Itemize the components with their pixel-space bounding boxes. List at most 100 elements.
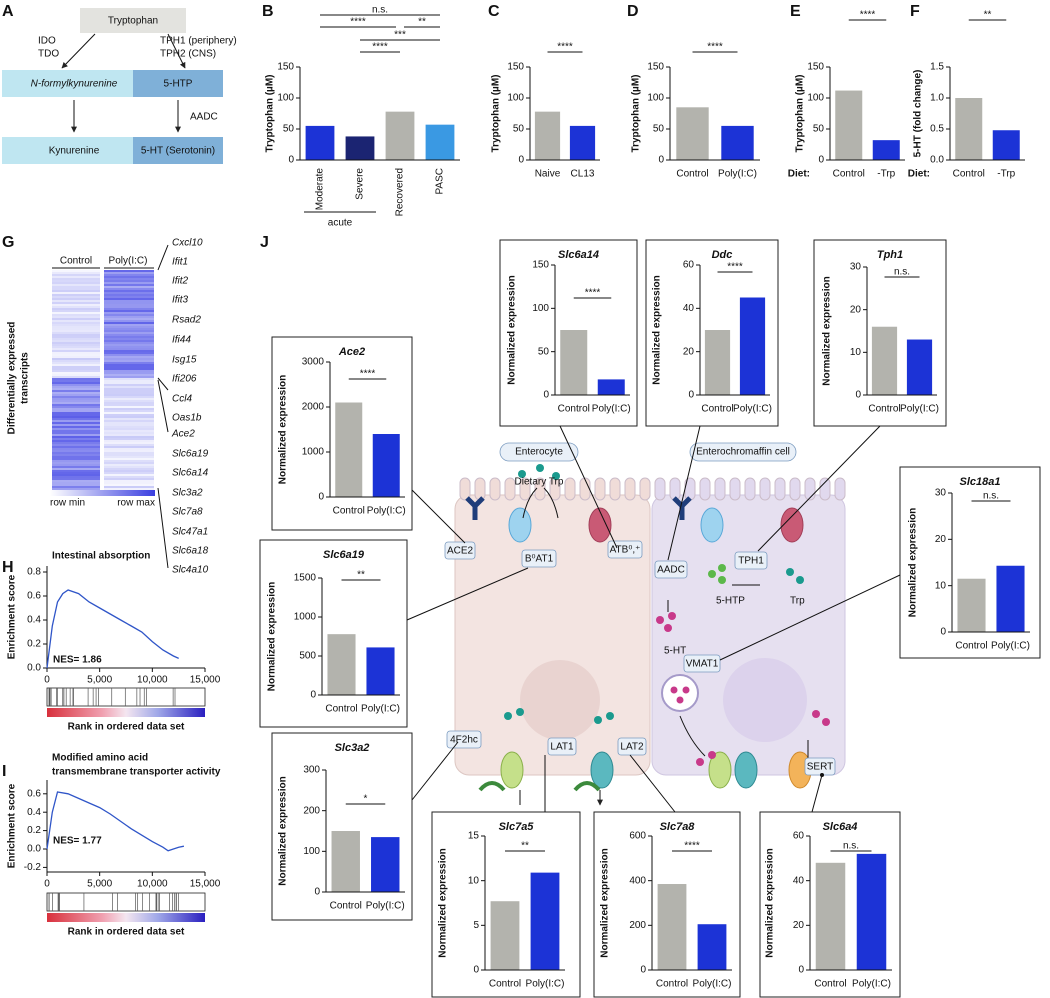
heatmap-row <box>104 276 154 278</box>
node <box>2 137 146 164</box>
heatmap-row <box>104 472 154 474</box>
x-tick-label: Moderate <box>315 168 326 211</box>
significance-label: n.s. <box>983 491 999 502</box>
heatmap-row <box>104 322 154 324</box>
heatmap-row <box>52 316 100 318</box>
significance-label: **** <box>684 841 700 852</box>
bar <box>704 330 731 395</box>
heatmap-row <box>104 428 154 430</box>
panel-letter: B <box>262 3 274 20</box>
y-tick-label: 300 <box>303 765 320 776</box>
heatmap-row <box>104 348 154 350</box>
diagram-label: ATB⁰,⁺ <box>610 545 641 556</box>
transporter <box>588 507 612 543</box>
significance-label: **** <box>557 42 573 53</box>
heatmap-row <box>104 410 154 412</box>
heatmap-row <box>104 478 154 480</box>
heatmap-row <box>52 300 100 302</box>
y-axis-label: Normalized expression <box>600 848 611 957</box>
significance-label: **** <box>727 262 743 273</box>
gene-label: Slc4a10 <box>172 565 209 576</box>
y-tick-label: 0 <box>855 390 861 401</box>
gene-label: Ifi44 <box>172 335 191 346</box>
condition-label: Diet: <box>908 169 930 180</box>
heatmap-row <box>52 450 100 452</box>
heatmap-row <box>52 402 100 404</box>
y-tick-label: 1.0 <box>930 93 944 104</box>
heatmap-row <box>104 386 154 388</box>
column-label: Poly(I:C) <box>109 256 148 267</box>
heatmap-row <box>104 488 154 490</box>
heatmap-row <box>104 482 154 484</box>
cell-label: Enterocyte <box>515 447 563 458</box>
y-tick-label: 1000 <box>302 447 325 458</box>
x-tick-label: Severe <box>355 168 366 200</box>
villus <box>474 477 486 501</box>
y-tick-label: 150 <box>647 62 664 73</box>
node <box>2 70 146 97</box>
ace2-shape <box>465 496 485 520</box>
heatmap-row <box>52 412 100 414</box>
heatmap-row <box>104 328 154 330</box>
heatmap-row <box>52 452 100 454</box>
villus <box>714 477 726 501</box>
heatmap-row <box>52 476 100 478</box>
panel-letter: J <box>260 234 269 251</box>
heatmap-row <box>52 386 100 388</box>
nucleus <box>723 658 807 742</box>
heatmap-row <box>52 484 100 486</box>
y-tick-label: 0 <box>314 887 320 898</box>
chart-title: Slc7a8 <box>660 821 696 833</box>
heatmap-row <box>52 458 100 460</box>
y-tick-label: 0.5 <box>930 124 944 135</box>
y-tick-label: 0 <box>310 690 316 701</box>
villus <box>459 477 471 501</box>
heatmap-ylabel: Differentially expressed <box>7 322 18 435</box>
diagram-label: LAT1 <box>550 742 574 753</box>
enzyme: IDO <box>38 36 56 47</box>
heatmap-row <box>104 292 154 294</box>
heatmap-row <box>52 488 100 490</box>
y-tick-label: 100 <box>303 846 320 857</box>
villus <box>819 477 831 501</box>
diagram-label: Dietary Trp <box>515 477 564 488</box>
heatmap-row <box>52 306 100 308</box>
heatmap-row <box>52 468 100 470</box>
panel-a: A Tryptophan N-formylkynurenine Kynureni… <box>2 3 237 164</box>
heatmap-row <box>52 454 100 456</box>
diagram-label: 5-HTP <box>716 596 745 607</box>
heatmap-row <box>52 344 100 346</box>
heatmap-row <box>104 394 154 396</box>
heatmap-row <box>52 292 100 294</box>
heatmap-row <box>104 288 154 290</box>
gene-label: Ifit2 <box>172 276 189 287</box>
heatmap-row <box>104 370 154 372</box>
y-tick-label: 20 <box>683 346 695 357</box>
heatmap-row <box>52 368 100 370</box>
y-tick-label: 30 <box>850 262 862 273</box>
heatmap-row <box>104 398 154 400</box>
5htp-dots <box>708 564 726 584</box>
chart-title: Slc6a14 <box>558 249 599 261</box>
bar <box>697 924 727 970</box>
heatmap-row <box>52 392 100 394</box>
heatmap-row <box>104 312 154 314</box>
panel-letter: A <box>2 3 14 20</box>
x-tick-label: Control <box>558 404 590 415</box>
significance-label: ** <box>357 570 365 581</box>
villus <box>564 477 576 501</box>
bar <box>872 140 900 160</box>
significance-label: ** <box>984 10 992 21</box>
y-tick-label: 60 <box>683 260 695 271</box>
heatmap-row <box>104 368 154 370</box>
x-tick-label: 0 <box>44 675 50 686</box>
node <box>133 70 223 97</box>
heatmap-row <box>52 360 100 362</box>
heatmap-row <box>52 374 100 376</box>
heatmap-row <box>104 302 154 304</box>
heatmap-row <box>52 314 100 316</box>
node-label: Tryptophan <box>108 16 158 27</box>
significance-label: **** <box>350 17 366 28</box>
y-tick-label: 600 <box>629 831 646 842</box>
gene-label: Rsad2 <box>172 315 201 326</box>
